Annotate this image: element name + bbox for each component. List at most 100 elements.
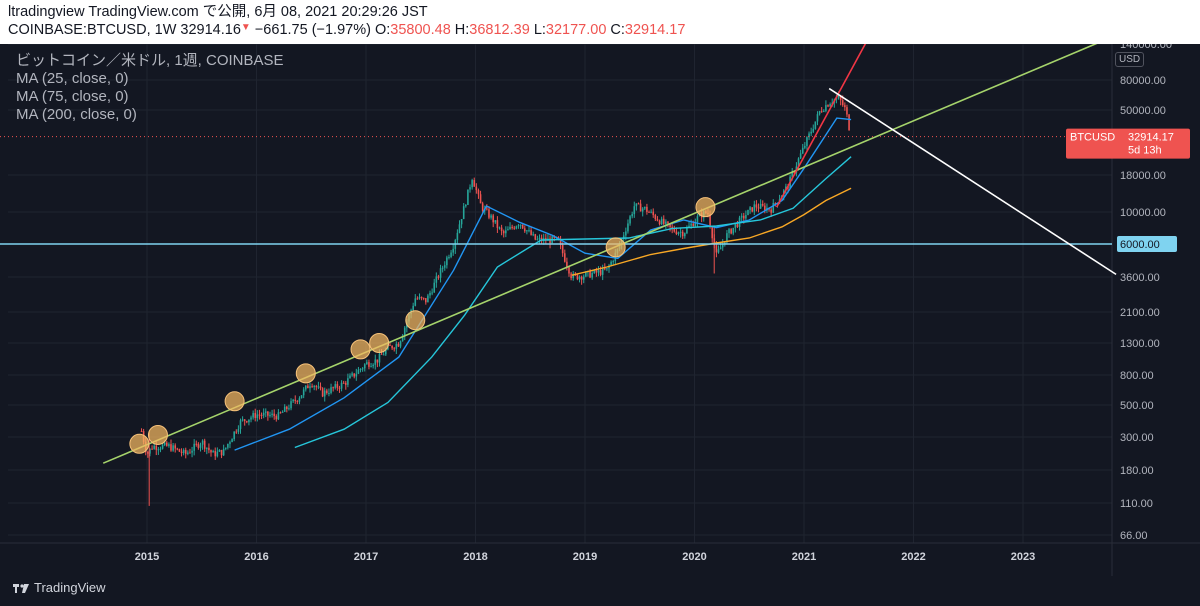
- candle-body: [726, 233, 728, 243]
- candle-body: [412, 305, 414, 310]
- candle-body: [530, 230, 532, 235]
- publish-info: ltradingview TradingView.com で公開, 6月 08,…: [8, 4, 428, 20]
- candle-body: [389, 344, 391, 346]
- candle-body: [839, 96, 842, 101]
- candle-body: [561, 244, 564, 254]
- candle-body: [395, 343, 398, 349]
- ohlc-line: COINBASE:BTCUSD, 1W 32914.16▼ −661.75 (−…: [8, 21, 1200, 41]
- candle-body: [639, 203, 642, 212]
- candle-body: [515, 226, 518, 229]
- candle-body: [724, 242, 726, 244]
- candle-body: [197, 443, 200, 448]
- candle-body: [195, 443, 198, 445]
- touch-point-circle: [695, 197, 716, 218]
- candle-body: [559, 239, 562, 245]
- candle-body: [227, 443, 229, 448]
- candle-body: [180, 451, 183, 454]
- candle-body: [355, 373, 358, 377]
- candle-body: [669, 223, 671, 227]
- candle-body: [353, 373, 356, 377]
- candle-body: [446, 257, 448, 266]
- candle-body: [822, 110, 825, 112]
- candle-body: [267, 411, 269, 416]
- candle-body: [147, 452, 149, 454]
- candle-body: [755, 204, 758, 208]
- candle-body: [309, 386, 311, 389]
- candle-body: [496, 220, 499, 228]
- time-tick-label: 2015: [135, 551, 159, 563]
- candle-body: [715, 245, 718, 253]
- candle-body: [513, 227, 516, 229]
- candle-body: [370, 366, 372, 368]
- candle-body: [593, 269, 596, 273]
- candle-body: [420, 296, 423, 298]
- candle-body: [829, 104, 831, 107]
- candle-body: [761, 203, 764, 206]
- candle-body: [208, 447, 210, 451]
- candle-body: [172, 445, 174, 451]
- candle-body: [532, 234, 534, 236]
- price-change: −661.75 (−1.97%): [254, 22, 371, 38]
- candle-body: [224, 447, 227, 449]
- candle-body: [231, 439, 233, 443]
- chart-legend: ビットコイン／米ドル, 1週, COINBASE MA (25, close, …: [16, 52, 284, 124]
- candle-body: [671, 226, 673, 229]
- price-chart[interactable]: 140000.0080000.0050000.0018000.0010000.0…: [0, 0, 1200, 576]
- price-tick-label: 2100.00: [1120, 307, 1160, 319]
- candle-body: [178, 449, 181, 452]
- candle-body: [686, 227, 688, 234]
- candle-body: [673, 228, 676, 232]
- candle-body: [603, 267, 606, 270]
- candle-body: [757, 207, 760, 209]
- candle-body: [730, 229, 732, 234]
- support-price-tag[interactable]: [1117, 236, 1177, 252]
- btc-price-tag[interactable]: [1066, 128, 1190, 159]
- candle-body: [403, 327, 406, 336]
- candle-body: [492, 215, 494, 223]
- candle-body: [806, 137, 808, 146]
- candle-body: [612, 261, 615, 263]
- candle-body: [652, 211, 655, 216]
- currency-label[interactable]: USD: [1115, 52, 1145, 67]
- candle-body: [711, 226, 713, 239]
- candle-body: [193, 443, 195, 451]
- candle-body: [140, 431, 143, 433]
- candle-body: [646, 206, 648, 212]
- candle-body: [397, 343, 400, 347]
- touch-point-circle: [350, 339, 371, 360]
- candle-body: [654, 215, 657, 220]
- legend-ma75[interactable]: MA (75, close, 0): [16, 88, 129, 105]
- trendline-green-support[interactable]: [102, 39, 1106, 464]
- candle-body: [740, 215, 743, 218]
- legend-title[interactable]: ビットコイン／米ドル, 1週, COINBASE: [16, 52, 284, 69]
- legend-ma200[interactable]: MA (200, close, 0): [16, 106, 137, 123]
- footer-bar: [0, 576, 1200, 606]
- price-tick-label: 80000.00: [1120, 75, 1166, 87]
- candle-body: [734, 224, 737, 228]
- ma75-line[interactable]: [294, 156, 852, 449]
- candle-body: [660, 218, 663, 225]
- candle-body: [622, 235, 625, 239]
- candle-body: [500, 227, 503, 232]
- candle-body: [812, 128, 815, 132]
- ma200-line[interactable]: [571, 187, 852, 276]
- btc-tag-value: 32914.17: [1128, 132, 1174, 144]
- symbol-interval: COINBASE:BTCUSD, 1W: [8, 22, 177, 38]
- candle-body: [393, 348, 396, 350]
- trendline-white-down[interactable]: [828, 87, 1117, 276]
- candle-body: [321, 388, 324, 397]
- tradingview-brand[interactable]: TradingView: [12, 580, 106, 595]
- candle-body: [351, 373, 353, 376]
- touch-point-circle: [605, 237, 626, 258]
- candle-body: [631, 214, 633, 217]
- candle-body: [277, 412, 280, 420]
- candle-body: [191, 450, 193, 453]
- ma25-line[interactable]: [234, 117, 852, 451]
- candle-body: [347, 378, 349, 385]
- candle-body: [210, 450, 212, 453]
- candle-body: [498, 227, 501, 229]
- candle-body: [536, 238, 539, 240]
- legend-ma25[interactable]: MA (25, close, 0): [16, 70, 129, 87]
- trendline-red-parabolic[interactable]: [775, 39, 869, 208]
- candle-body: [479, 194, 482, 204]
